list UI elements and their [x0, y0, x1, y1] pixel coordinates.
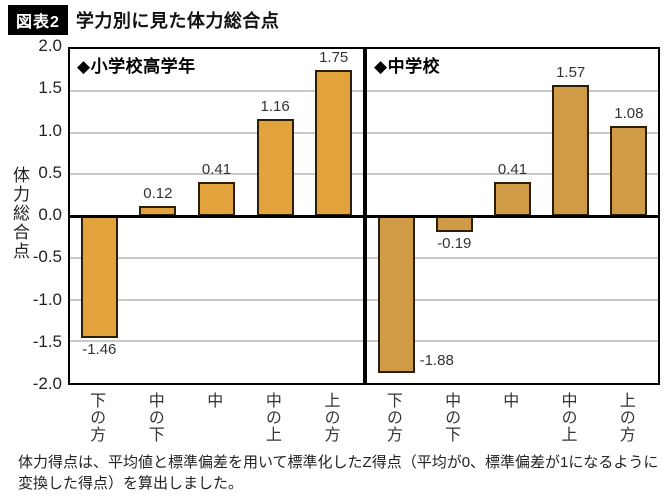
- x-labels-elementary: 下の方 中の下 中 中の上 上の方: [68, 390, 365, 456]
- value-label: -0.19: [437, 234, 472, 252]
- gridline: [70, 131, 363, 134]
- y-tick-label: 1.5: [38, 78, 62, 98]
- footnote: 体力得点は、平均値と標準偏差を用いて標準化したZ得点（平均が0、標準偏差が1にな…: [18, 454, 659, 493]
- figure-title: 学力別に見た体力総合点: [75, 11, 280, 31]
- panel-elementary: ◆小学校高学年 -1.46 0.12 0.41 1.16 1.75: [68, 47, 365, 385]
- y-tick-label: 0.0: [38, 205, 62, 224]
- value-label: 1.57: [556, 63, 586, 81]
- x-label-junior-high-school-3: 中の上: [558, 392, 576, 443]
- y-tick-label: -2.0: [32, 374, 62, 393]
- value-label: 0.41: [497, 160, 528, 178]
- x-label-elementary-upper-grades-1: 中の下: [145, 392, 163, 443]
- y-tick-label: 0.5: [38, 162, 62, 182]
- gridline: [70, 340, 363, 343]
- y-tick-label: 1.0: [38, 120, 62, 140]
- value-label: 1.08: [614, 104, 644, 122]
- gridline: [70, 256, 363, 259]
- zero-line: [367, 214, 658, 218]
- y-tick-label: -0.5: [32, 247, 62, 267]
- value-label: 0.41: [201, 160, 232, 178]
- gridline: [367, 131, 658, 134]
- bar-elementary-upper-grades-2: [198, 181, 235, 216]
- value-label: -1.88: [419, 351, 454, 369]
- x-label-elementary-upper-grades-4: 上の方: [321, 392, 339, 443]
- y-tick-label: -1.5: [32, 331, 62, 351]
- panel-legend-elementary: ◆小学校高学年: [77, 57, 196, 76]
- bar-junior-high-school-3: [552, 84, 590, 216]
- bar-elementary-upper-grades-0: [80, 216, 118, 338]
- bar-elementary-upper-grades-3: [256, 119, 294, 216]
- gridline: [70, 89, 363, 92]
- x-label-junior-high-school-0: 下の方: [383, 392, 401, 443]
- panel-junior-high: ◆中学校 -1.88 -0.19 0.41 1.57 1.08: [365, 47, 660, 385]
- gridline: [70, 173, 363, 176]
- bar-junior-high-school-0: [377, 216, 415, 373]
- gridline: [367, 173, 658, 176]
- gridline: [70, 298, 363, 301]
- value-label: 1.16: [260, 98, 290, 116]
- value-label: -1.46: [82, 340, 117, 358]
- y-axis-title: 体力総合点: [10, 166, 29, 261]
- value-label: 0.12: [143, 184, 173, 202]
- zero-line: [70, 214, 363, 218]
- bar-junior-high-school-1: [435, 216, 473, 232]
- gridline: [367, 256, 658, 259]
- bar-junior-high-school-2: [494, 181, 531, 216]
- value-label: 1.75: [319, 48, 349, 66]
- bar-junior-high-school-4: [610, 125, 648, 216]
- figure-header: 図表2 学力別に見た体力総合点: [8, 5, 279, 35]
- gridline: [367, 340, 658, 343]
- x-label-junior-high-school-4: 上の方: [616, 392, 634, 443]
- x-label-junior-high-school-1: 中の下: [442, 392, 460, 443]
- x-label-elementary-upper-grades-2: 中: [204, 392, 222, 409]
- y-tick-label: 2.0: [38, 36, 62, 55]
- y-axis-ticks: 2.0 1.5 1.0 0.5 0.0 -0.5 -1.0 -1.5 -2.0: [0, 36, 62, 393]
- x-label-elementary-upper-grades-0: 下の方: [87, 392, 105, 443]
- figure-badge: 図表2: [8, 5, 68, 35]
- panel-legend-junior-high: ◆中学校: [374, 57, 441, 76]
- bar-elementary-upper-grades-4: [315, 69, 353, 216]
- x-labels-junior-high: 下の方 中の下 中 中の上 上の方: [365, 390, 660, 456]
- gridline: [367, 298, 658, 301]
- y-tick-label: -1.0: [32, 289, 62, 309]
- x-label-junior-high-school-2: 中: [500, 392, 518, 409]
- x-label-elementary-upper-grades-3: 中の上: [262, 392, 280, 443]
- gridline: [367, 89, 658, 92]
